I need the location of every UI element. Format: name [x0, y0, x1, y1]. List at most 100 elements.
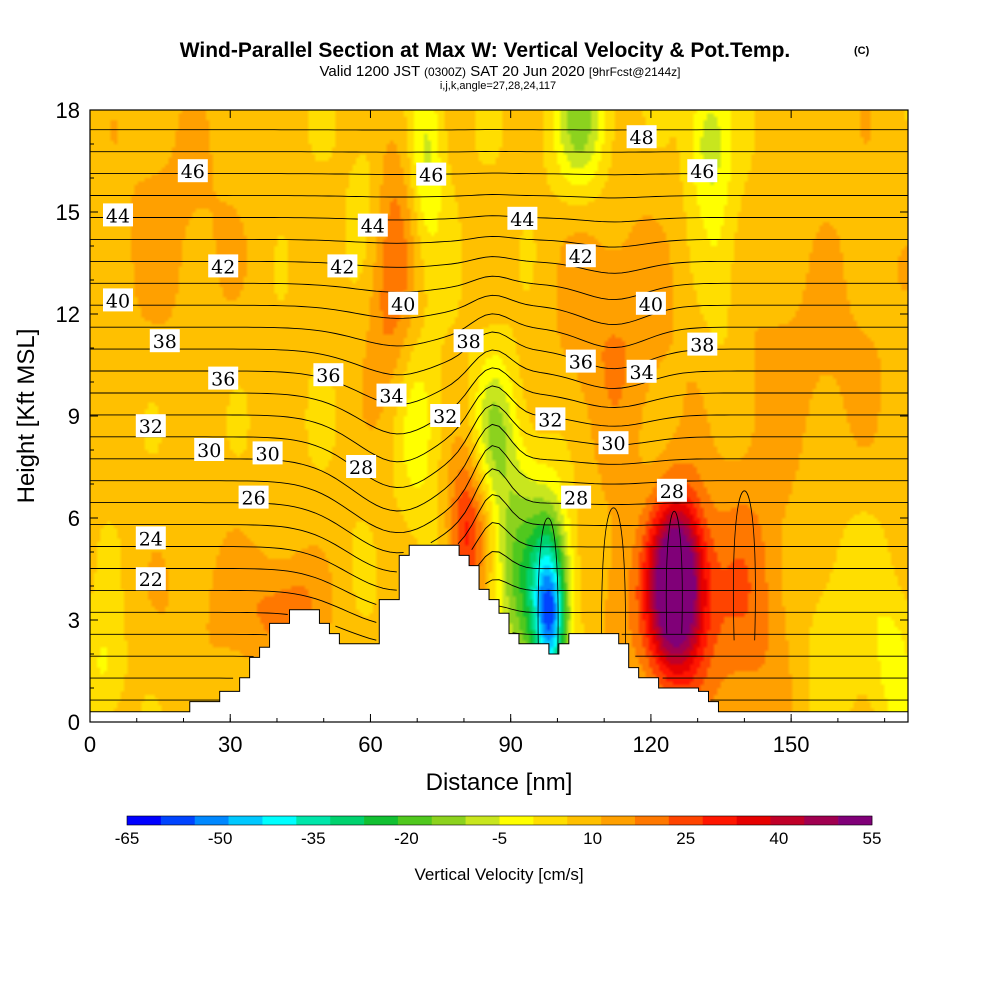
contour-label-box	[430, 404, 461, 427]
contour-label-box	[177, 159, 208, 183]
colorbar-swatch	[194, 816, 229, 825]
contour-label: 38	[687, 332, 718, 357]
colorbar-tick-label: 40	[769, 829, 788, 848]
contour-label: 28	[561, 485, 592, 510]
contour-label-text: 30	[256, 443, 280, 465]
colorbar-swatch	[634, 816, 670, 825]
x-tick-label: 0	[84, 732, 96, 757]
contour-label-text: 42	[569, 246, 593, 268]
y-axis-label: Height [Kft MSL]	[13, 329, 40, 504]
contour-label: 40	[103, 288, 133, 312]
theta-contour	[90, 275, 908, 301]
contour-label-text: 32	[538, 409, 562, 431]
contour-label: 42	[327, 254, 358, 278]
colorbar-swatch	[567, 816, 602, 825]
contour-label-text: 48	[630, 127, 654, 149]
colorbar-tick-label: -5	[492, 829, 507, 848]
contour-label-box	[388, 291, 419, 315]
contour-label-box	[135, 526, 166, 550]
subtitle-valid: Valid 1200 JST	[320, 63, 420, 80]
y-tick-label: 3	[68, 608, 80, 633]
contour-label-text: 36	[569, 352, 593, 374]
x-tick-label: 30	[218, 732, 242, 757]
theta-contour	[90, 294, 908, 326]
contour-label-box	[376, 383, 407, 407]
contour-label-text: 38	[457, 331, 481, 353]
contour-label-box	[103, 288, 133, 312]
contour-label-text: 46	[419, 165, 443, 187]
contour-label-box	[103, 203, 133, 227]
contour-label-text: 40	[391, 294, 415, 316]
contour-label-box	[208, 254, 239, 278]
colorbar-swatch	[465, 816, 500, 825]
contour-label-box	[135, 414, 166, 438]
contour-label: 46	[416, 162, 447, 187]
contour-label-box	[507, 206, 538, 230]
contour-label: 46	[687, 159, 718, 183]
contour-label-box	[687, 332, 718, 356]
contour-label-box	[561, 485, 592, 509]
contour-label: 28	[656, 478, 687, 503]
theta-contour	[90, 494, 908, 573]
title-copyright-mark: (C)	[854, 45, 870, 57]
y-tick-label: 6	[68, 506, 80, 531]
contour-label: 36	[208, 366, 239, 391]
colorbar-swatch	[804, 816, 839, 825]
colorbar-tick-label: -20	[394, 829, 419, 848]
colorbar-swatch	[668, 816, 703, 825]
contour-label: 32	[535, 407, 566, 431]
contour-label-text: 28	[564, 488, 588, 510]
y-tick-label: 15	[56, 200, 80, 225]
colorbar-swatch	[127, 816, 162, 825]
contour-label-box	[208, 366, 239, 390]
colorbar-swatch	[431, 816, 466, 825]
contour-label: 38	[149, 329, 180, 353]
contour-label-box	[252, 441, 283, 465]
contour-label-box	[357, 213, 388, 237]
chart-title: Wind-Parallel Section at Max W: Vertical…	[180, 39, 791, 62]
contour-label: 48	[626, 125, 657, 149]
theta-contour	[90, 385, 908, 463]
colorbar-tick-label: -65	[115, 829, 140, 848]
theta-contour	[90, 423, 908, 512]
colorbar-swatch	[736, 816, 771, 825]
colorbar-swatch	[499, 816, 534, 825]
contour-label-box	[565, 244, 596, 268]
w-contour	[537, 517, 559, 668]
theta-contour	[90, 172, 908, 176]
contour-label: 38	[453, 329, 484, 353]
theta-contour	[90, 313, 908, 348]
contour-label-box	[635, 291, 666, 315]
contour-label-box	[149, 329, 180, 353]
contour-label-text: 40	[106, 290, 130, 312]
contour-label-box	[626, 359, 657, 383]
colorbar-swatch	[262, 816, 297, 825]
theta-contour	[90, 194, 908, 199]
colorbar-swatch	[228, 816, 263, 825]
contour-label-text: 38	[153, 331, 177, 353]
theta-contour	[90, 579, 908, 623]
colorbar-tick-label: 55	[863, 829, 882, 848]
colorbar-frame	[126, 815, 873, 826]
contour-label-text: 36	[316, 365, 340, 387]
contour-label-text: 30	[601, 433, 625, 455]
contour-label-box	[535, 407, 566, 431]
x-tick-label: 120	[633, 732, 670, 757]
theta-contour	[90, 404, 908, 488]
subtitle-zulu: (0300Z)	[424, 65, 466, 79]
contour-label-text: 38	[690, 335, 714, 357]
colorbar-swatch	[296, 816, 331, 825]
contour-label-text: 46	[181, 161, 205, 183]
y-tick-label: 18	[56, 98, 80, 123]
contour-label: 44	[507, 206, 538, 231]
contour-label: 36	[565, 349, 596, 374]
contour-label: 32	[430, 404, 461, 428]
contour-label: 34	[376, 383, 407, 408]
contour-label: 34	[626, 359, 657, 384]
colorbar-swatch	[364, 816, 399, 825]
contour-label-box	[135, 567, 166, 591]
terrain-profile	[90, 544, 908, 722]
x-axis: 0 30 60 90 120 150	[84, 110, 886, 757]
contour-label: 46	[177, 159, 208, 183]
